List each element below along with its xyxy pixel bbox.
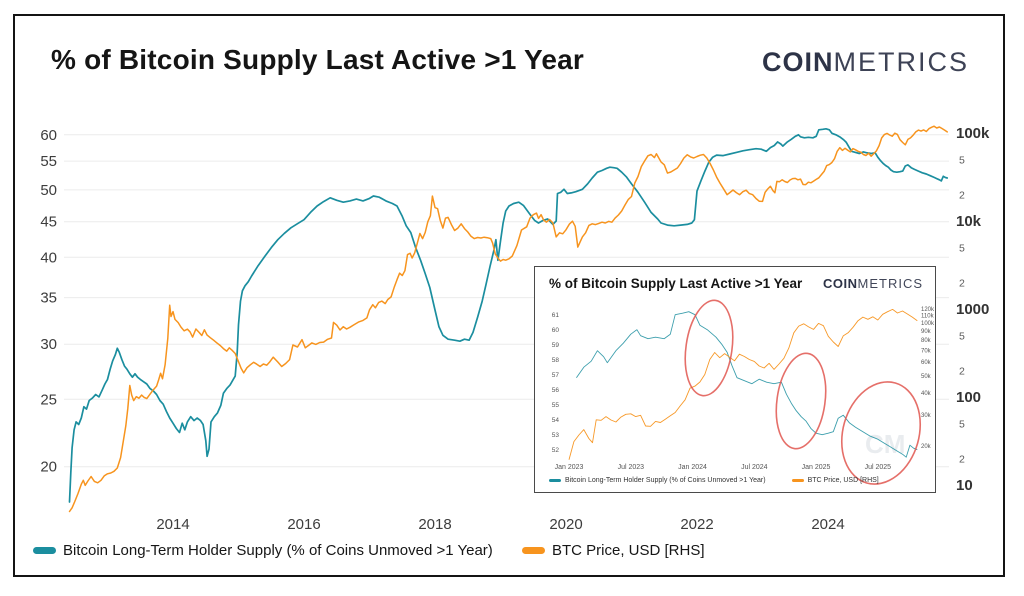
x-tick-label: 2014: [156, 516, 189, 533]
legend-item-lth: Bitcoin Long-Term Holder Supply (% of Co…: [33, 541, 493, 559]
x-tick-label: 2020: [549, 516, 582, 533]
inset-chart: CM61605958575655545352120k110k100k90k80k…: [552, 299, 934, 485]
y-left-tick-label: 25: [40, 391, 57, 408]
legend-label-lth: Bitcoin Long-Term Holder Supply (% of Co…: [63, 541, 493, 559]
btc-price-swatch: [522, 546, 545, 554]
inset-y-left-tick-label: 56: [552, 387, 560, 394]
inset-y-left-tick-label: 55: [552, 402, 560, 409]
y-right-minor-tick-label: 5: [959, 155, 965, 167]
y-right-minor-tick-label: 2: [959, 278, 965, 290]
y-right-minor-tick-label: 5: [959, 243, 965, 255]
inset-x-tick-label: Jul 2024: [741, 464, 768, 471]
y-right-tick-label: 10k: [956, 213, 982, 230]
inset-legend-item-btc: BTC Price, USD [RHS]: [791, 477, 879, 484]
inset-y-left-tick-label: 53: [552, 432, 560, 439]
legend-item-btc: BTC Price, USD [RHS]: [522, 541, 705, 559]
y-right-tick-label: 1000: [956, 301, 989, 318]
y-right-tick-label: 10: [956, 477, 973, 494]
y-left-tick-label: 45: [40, 214, 57, 231]
inset-legend-item-lth: Bitcoin Long-Term Holder Supply (% of Co…: [549, 477, 766, 484]
lth-supply-swatch: [33, 546, 56, 554]
inset-x-tick-label: Jan 2024: [678, 464, 707, 471]
x-tick-label: 2022: [680, 516, 713, 533]
inset-header: % of Bitcoin Supply Last Active >1 Year …: [549, 276, 923, 291]
y-left-tick-label: 55: [40, 153, 57, 170]
inset-y-left-tick-label: 60: [552, 327, 560, 334]
btc-price-line: [68, 125, 948, 513]
inset-btc-price-line: [568, 308, 918, 460]
y-left-tick-label: 50: [40, 182, 57, 199]
y-right-minor-tick-label: 2: [959, 190, 965, 202]
inset-y-right-tick-label: 40k: [921, 391, 932, 397]
inset-y-left-tick-label: 61: [552, 312, 560, 319]
highlight-ellipse: [684, 299, 734, 397]
inset-coinmetrics-logo: COINMETRICS: [823, 276, 923, 291]
y-left-tick-label: 30: [40, 336, 57, 353]
inset-x-tick-label: Jan 2023: [555, 464, 584, 471]
inset-btc-swatch: [791, 478, 804, 483]
inset-x-tick-label: Jul 2023: [618, 464, 645, 471]
highlight-ellipse: [775, 352, 827, 450]
inset-y-left-tick-label: 52: [552, 447, 560, 454]
inset-y-right-tick-label: 50k: [921, 374, 932, 380]
coinmetrics-logo: COINMETRICS: [762, 47, 969, 78]
lth-supply-line: [68, 127, 949, 503]
inset-y-left-tick-label: 59: [552, 342, 560, 349]
inset-logo-coin: COIN: [823, 276, 858, 291]
inset-panel: CM 61 60 59 58 57 56 55 54 53 52 120k 110k 100k 90k 80k…: [534, 266, 936, 493]
inset-lth-swatch: [549, 478, 561, 483]
highlight-ellipse: [840, 381, 922, 485]
y-right-tick-label: 100: [956, 389, 981, 406]
inset-y-right-tick-label: 80k: [921, 338, 932, 344]
legend-label-btc: BTC Price, USD [RHS]: [552, 541, 705, 559]
inset-x-tick-label: Jul 2025: [865, 464, 892, 471]
page-title: % of Bitcoin Supply Last Active >1 Year: [51, 44, 584, 75]
y-left-tick-label: 35: [40, 290, 57, 307]
logo-coin: COIN: [762, 47, 834, 77]
x-tick-label: 2018: [418, 516, 451, 533]
inset-y-right-tick-label: 110k: [921, 314, 934, 320]
inset-y-left-tick-label: 54: [552, 417, 560, 424]
y-left-tick-label: 60: [40, 127, 57, 144]
inset-y-left-tick-label: 57: [552, 372, 560, 379]
x-tick-label: 2024: [811, 516, 844, 533]
inset-legend-label-lth: Bitcoin Long-Term Holder Supply (% of Co…: [565, 477, 766, 484]
inset-y-right-tick-label: 30k: [921, 413, 932, 419]
y-right-minor-tick-label: 5: [959, 331, 965, 343]
inset-y-right-tick-label: 60k: [921, 360, 932, 366]
inset-y-left-tick-label: 58: [552, 357, 560, 364]
inset-y-right-tick-label: 100k: [921, 321, 934, 327]
y-left-tick-label: 20: [40, 459, 57, 476]
inset-y-right-tick-label: 20k: [921, 444, 932, 450]
inset-x-tick-label: Jan 2025: [802, 464, 831, 471]
inset-y-right-tick-label: 120k: [921, 307, 934, 313]
inset-legend: Bitcoin Long-Term Holder Supply (% of Co…: [549, 477, 879, 484]
y-right-minor-tick-label: 5: [959, 419, 965, 431]
y-left-tick-label: 40: [40, 249, 57, 266]
y-right-minor-tick-label: 2: [959, 366, 965, 378]
inset-lth-supply-line: [576, 311, 918, 458]
y-right-tick-label: 100k: [956, 125, 990, 142]
inset-title: % of Bitcoin Supply Last Active >1 Year: [549, 276, 803, 291]
inset-logo-metrics: METRICS: [857, 276, 923, 291]
inset-y-right-tick-label: 90k: [921, 329, 932, 335]
x-tick-label: 2016: [287, 516, 320, 533]
inset-legend-label-btc: BTC Price, USD [RHS]: [807, 477, 879, 484]
y-right-minor-tick-label: 2: [959, 454, 965, 466]
logo-metrics: METRICS: [833, 47, 969, 77]
inset-y-right-tick-label: 70k: [921, 348, 932, 354]
